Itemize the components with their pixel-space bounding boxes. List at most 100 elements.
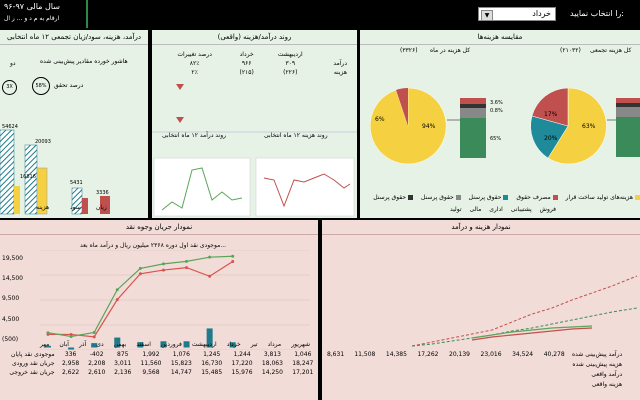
- cash-outflow-line-point: [115, 298, 119, 302]
- bar-cost-actual: [36, 167, 48, 215]
- note-realization: درصد تحقق: [54, 82, 84, 89]
- mini-right-frame: [255, 157, 355, 217]
- pie-left-label-2: 6%: [375, 116, 385, 123]
- note-hatched: هاشور خورده مقادیر پیش‌بینی شده: [40, 58, 128, 65]
- badge-1: 3X: [2, 80, 17, 95]
- cash-inflow-line-point: [92, 330, 96, 334]
- pie-right-sub: (۲۱۰۳۲): [560, 47, 581, 54]
- ytick-5: (500): [2, 336, 19, 343]
- cash-bar: [229, 342, 236, 348]
- trend-down-arrow: [176, 117, 184, 123]
- cash-bar: [114, 337, 121, 348]
- pie-right-label-2: 17%: [544, 111, 558, 118]
- line-actual-cost: [471, 327, 593, 341]
- cashflow-chart: [40, 250, 310, 350]
- cash-bar: [91, 343, 98, 348]
- cashflow-note: موجودی نقد اول دوره ۲۳۶۸ میلیون ریال و د…: [80, 242, 227, 249]
- costrev-table: 8,631 11,508 14,385 17,262 20,139 23,016 34,52…: [326, 351, 565, 358]
- cash-inflow-line-point: [69, 334, 73, 338]
- ytick-4: 4,500: [2, 316, 20, 323]
- trend-table: اردیبهشت خرداد درصد تغییرات درآمد ۳۰۹ ۹۶…: [160, 50, 350, 77]
- month-select-label: را انتخاب نمایید:: [570, 9, 624, 18]
- cash-outflow-line-point: [185, 266, 189, 270]
- cash-bar: [160, 341, 167, 348]
- bar-loss: [100, 196, 110, 214]
- cash-bar: [68, 347, 75, 350]
- left-bar-label-1: 3.6%: [490, 100, 503, 106]
- cashflow-table: موجودی نقد پایان 336 -402 875 1,992 1,076 1,24…: [9, 351, 314, 376]
- bar-label-3: 16816: [20, 174, 36, 180]
- cashflow-panel: نمودار جریان وجوه نقد موجودی نقد اول دور…: [0, 220, 318, 400]
- cash-bar: [137, 342, 144, 348]
- bar-revenue-forecast: [0, 129, 15, 215]
- ytick-1: 19,500: [2, 255, 23, 262]
- cashflow-months: مهر آبان آذر دی بهمن اسفند فروردین اردیبهشت خردا…: [40, 341, 310, 348]
- cash-outflow-line-point: [208, 274, 212, 278]
- pie-right: 63% 17% 20%: [530, 87, 607, 165]
- mini-left-frame: [153, 157, 251, 217]
- note-two: دو: [10, 60, 16, 67]
- units-note: ارقام به م د و ... ر ال: [4, 15, 60, 22]
- fiscal-year: سال مالی ۹۷-۹۶: [4, 2, 60, 11]
- trend-title: روند درآمد/هزینه (واقعی): [152, 30, 357, 45]
- cat-loss: زیان: [96, 204, 107, 211]
- pie-left-slice-1: [369, 87, 447, 165]
- cost-compare-panel: مقایسه هزینه‌ها کل هزینه در ماه (۳۳۲۶) ک…: [360, 30, 640, 218]
- costrev-title: نمودار هزینه و درآمد: [322, 220, 640, 235]
- pie-left-label-1: 94%: [422, 123, 436, 130]
- pie-right-label-1: 63%: [582, 123, 596, 130]
- bars-title: درآمد، هزینه، سود/زیان تجمعی ۱۲ ماه انتخ…: [0, 30, 148, 45]
- pie-legend: هزینه‌های تولید ساخت قرار مصرف حقوق حقوق…: [360, 194, 640, 202]
- line-actual-rev: [471, 325, 593, 339]
- pie-right-label-3: 20%: [544, 135, 558, 142]
- bar-label-2: 20093: [35, 139, 51, 145]
- cashflow-title: نمودار جریان وجوه نقد: [0, 220, 318, 235]
- cost-compare-title: مقایسه هزینه‌ها: [360, 30, 640, 45]
- pie-legend-2: فروش پشتیبانی اداری مالی تولید: [449, 206, 557, 213]
- ytick-3: 9,500: [2, 295, 20, 302]
- cash-inflow-line-point: [115, 288, 119, 292]
- trend-up-arrow: [176, 84, 184, 90]
- bar-profit-actual: [82, 198, 88, 214]
- chevron-down-icon[interactable]: ▼: [481, 10, 493, 21]
- header-divider: [86, 0, 88, 28]
- pie-left-slice-2: [396, 88, 408, 126]
- month-select[interactable]: ▼ خرداد: [478, 7, 556, 21]
- ytick-2: 14,500: [2, 275, 23, 282]
- bar-revenue-actual: [14, 186, 20, 214]
- left-bar-label-3: 65%: [490, 136, 501, 142]
- cash-bar: [206, 328, 213, 348]
- cash-outflow-line-point: [92, 335, 96, 339]
- cash-outflow-line-point: [161, 268, 165, 272]
- mini-right-title: روند هزینه ۱۲ ماه انتخابی: [264, 132, 328, 139]
- trend-panel: روند درآمد/هزینه (واقعی) اردیبهشت خرداد …: [152, 30, 357, 218]
- mini-right-line: [263, 173, 351, 208]
- costrev-legend: درآمد پیش‌بینی شده هزینه پیش‌بینی شده در…: [572, 351, 623, 388]
- badge-2: 58%: [32, 77, 50, 95]
- cash-inflow-line-point: [231, 254, 235, 258]
- top-header: سال مالی ۹۷-۹۶ ارقام به م د و ... ر ال ر…: [0, 0, 640, 28]
- cash-bar: [183, 341, 190, 348]
- pie-left-sub: (۳۳۲۶): [400, 47, 418, 54]
- trend-svg: [152, 84, 357, 217]
- cash-bar: [45, 345, 51, 348]
- mini-left-line: [161, 167, 243, 211]
- bar-label-5: 3336: [96, 190, 109, 196]
- cash-inflow-line-point: [208, 255, 212, 259]
- line-forecast-cost: [411, 307, 638, 347]
- cash-inflow-line-point: [185, 259, 189, 263]
- cash-inflow-line-point: [46, 331, 50, 335]
- bar-label-1: 54624: [2, 124, 18, 130]
- table-row: درآمد ۳۰۹ ۹۶۶ ۸۲٪: [189, 60, 347, 67]
- costrev-chart: [411, 275, 638, 347]
- cash-inflow-line-point: [138, 266, 142, 270]
- pie-left-title: کل هزینه در ماه: [430, 47, 471, 54]
- cat-profit: سود: [70, 204, 81, 211]
- costrev-panel: نمودار هزینه و درآمد درآمد پیش‌بینی شده …: [322, 220, 640, 400]
- bar-label-4: 5431: [70, 180, 83, 186]
- pies-svg: 94% 6% 3.6% 0.8% 65% 63% 17% 20%: [369, 87, 640, 165]
- bars-panel: درآمد، هزینه، سود/زیان تجمعی ۱۲ ماه انتخ…: [0, 30, 148, 218]
- cat-cost: هزینه: [36, 204, 50, 211]
- cash-outflow-line-point: [138, 272, 142, 276]
- pie-right-title: کل هزینه تجمعی: [590, 47, 632, 54]
